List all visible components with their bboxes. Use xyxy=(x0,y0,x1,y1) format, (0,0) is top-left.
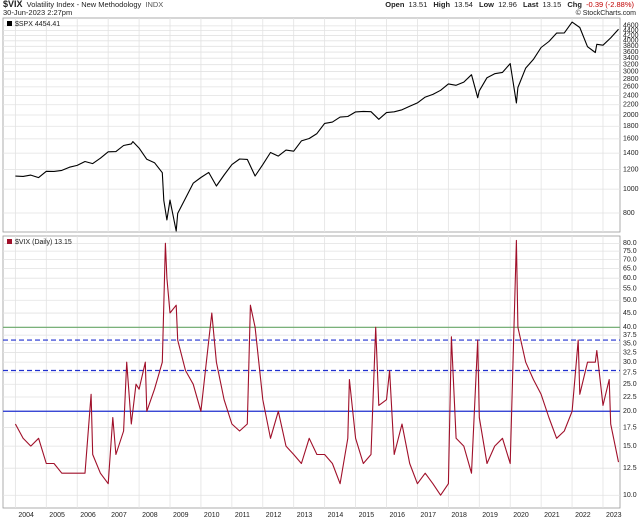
x-tick-label: 2008 xyxy=(142,512,158,519)
panel xyxy=(2,235,621,509)
x-tick-label: 2023 xyxy=(606,512,622,519)
y-tick-label: 2400 xyxy=(623,92,639,99)
y-tick-label: 80.0 xyxy=(623,240,637,247)
y-tick-label: 45.0 xyxy=(623,310,637,317)
quote-label: Chg xyxy=(567,0,582,9)
y-tick-label: 1000 xyxy=(623,186,639,193)
quote-label: Open xyxy=(385,0,405,9)
y-tick-label: 3600 xyxy=(623,49,639,56)
quote-value: 13.51 xyxy=(409,0,428,9)
x-tick-label: 2019 xyxy=(482,512,498,519)
price-line xyxy=(15,21,619,232)
y-tick-label: 3000 xyxy=(623,68,639,75)
timestamp: 30-Jun-2023 2:27pm xyxy=(3,8,72,17)
x-tick-label: 2021 xyxy=(544,512,560,519)
x-tick-label: 2017 xyxy=(420,512,436,519)
y-tick-label: 37.5 xyxy=(623,332,637,339)
y-tick-label: 3800 xyxy=(623,43,639,50)
panel xyxy=(2,17,621,233)
y-tick-label: 12.5 xyxy=(623,465,637,472)
y-tick-label: 70.0 xyxy=(623,256,637,263)
x-tick-label: 2014 xyxy=(328,512,344,519)
price-line xyxy=(14,239,620,496)
quote-label: Low xyxy=(479,0,494,9)
legend-swatch xyxy=(7,21,12,26)
x-tick-label: 2016 xyxy=(389,512,405,519)
legend-label: $SPX 4454.41 xyxy=(15,21,60,28)
y-tick-label: 2800 xyxy=(623,76,639,83)
x-tick-label: 2012 xyxy=(266,512,282,519)
y-tick-label: 27.5 xyxy=(623,370,637,377)
credit: © StockCharts.com xyxy=(576,9,637,17)
y-tick-label: 4400 xyxy=(623,27,639,34)
y-tick-label: 60.0 xyxy=(623,275,637,282)
y-tick-label: 2600 xyxy=(623,84,639,91)
y-tick-label: 25.0 xyxy=(623,381,637,388)
y-tick-label: 20.0 xyxy=(623,408,637,415)
y-tick-label: 75.0 xyxy=(623,248,637,255)
quote-label: High xyxy=(433,0,450,9)
y-tick-label: 3400 xyxy=(623,55,639,62)
quote-value: 13.54 xyxy=(454,0,473,9)
exchange: INDX xyxy=(145,0,163,9)
legend-swatch xyxy=(7,239,12,244)
x-tick-label: 2020 xyxy=(513,512,529,519)
quote-value: 13.15 xyxy=(543,0,562,9)
y-tick-label: 35.0 xyxy=(623,340,637,347)
x-tick-label: 2004 xyxy=(18,512,34,519)
y-tick-label: 2200 xyxy=(623,102,639,109)
quote-value: 12.96 xyxy=(498,0,517,9)
y-tick-label: 32.5 xyxy=(623,349,637,356)
x-tick-label: 2007 xyxy=(111,512,127,519)
y-tick-label: 800 xyxy=(623,210,635,217)
y-tick-label: 30.0 xyxy=(623,359,637,366)
y-tick-label: 1800 xyxy=(623,123,639,130)
x-tick-label: 2010 xyxy=(204,512,220,519)
x-tick-label: 2015 xyxy=(359,512,375,519)
legend-label: $VIX (Daily) 13.15 xyxy=(15,239,72,246)
y-tick-label: 1400 xyxy=(623,150,639,157)
y-tick-label: 4600 xyxy=(623,23,639,30)
header-title: $VIX Volatility Index - New Methodology … xyxy=(3,0,163,9)
y-tick-label: 3200 xyxy=(623,62,639,69)
y-tick-label: 65.0 xyxy=(623,265,637,272)
x-tick-label: 2009 xyxy=(173,512,189,519)
quote-label: Last xyxy=(523,0,539,9)
y-tick-label: 15.0 xyxy=(623,443,637,450)
x-tick-label: 2006 xyxy=(80,512,96,519)
y-tick-label: 1600 xyxy=(623,136,639,143)
x-tick-label: 2013 xyxy=(297,512,313,519)
y-tick-label: 55.0 xyxy=(623,286,637,293)
quote-value: -0.39 (-2.88%) xyxy=(586,0,634,9)
y-tick-label: 2000 xyxy=(623,112,639,119)
y-tick-label: 4000 xyxy=(623,38,639,45)
y-tick-label: 40.0 xyxy=(623,324,637,331)
x-tick-label: 2005 xyxy=(49,512,65,519)
title: Volatility Index - New Methodology xyxy=(27,0,142,9)
x-tick-label: 2018 xyxy=(451,512,467,519)
symbol: $VIX xyxy=(3,0,23,9)
x-tick-label: 2022 xyxy=(575,512,591,519)
y-tick-label: 50.0 xyxy=(623,297,637,304)
x-tick-label: 2011 xyxy=(235,512,250,519)
quote: Open 13.51 High 13.54 Low 12.96 Last 13.… xyxy=(385,0,634,9)
y-tick-label: 1200 xyxy=(623,166,639,173)
y-tick-label: 4200 xyxy=(623,32,639,39)
y-tick-label: 22.5 xyxy=(623,394,637,401)
y-tick-label: 10.0 xyxy=(623,492,637,499)
y-tick-label: 17.5 xyxy=(623,424,637,431)
